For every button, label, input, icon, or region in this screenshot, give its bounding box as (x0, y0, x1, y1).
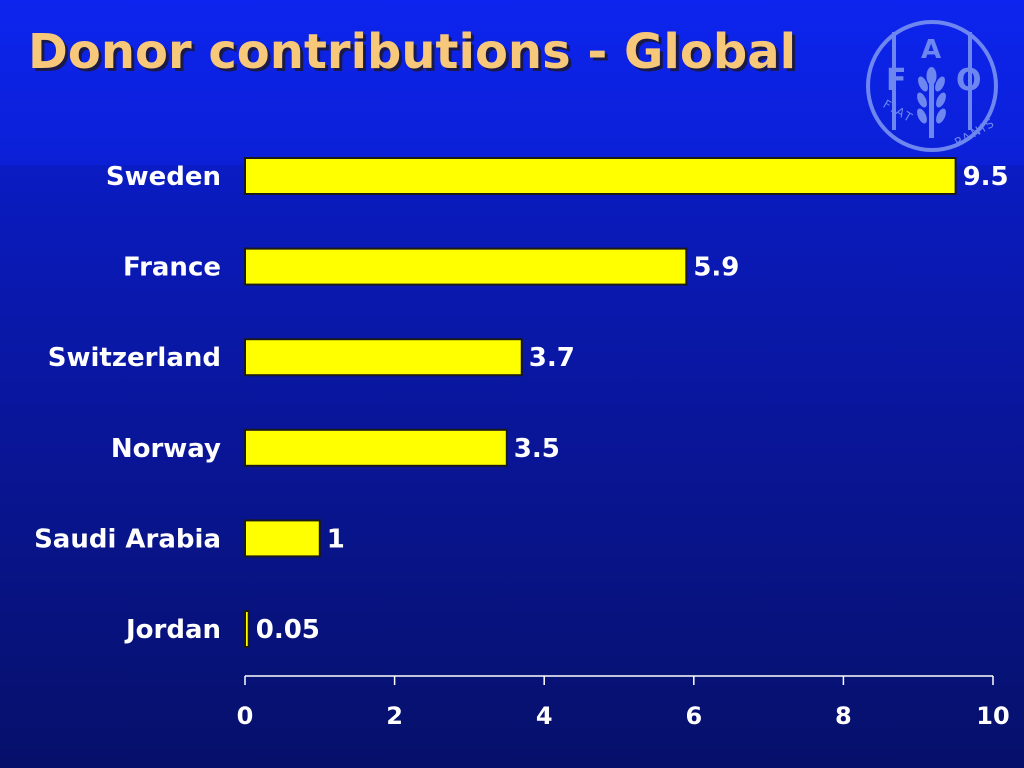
value-label: 9.5 (963, 162, 1009, 192)
bar (244, 157, 957, 195)
x-tick-label: 6 (685, 702, 702, 730)
x-tick-label: 2 (386, 702, 403, 730)
value-label: 0.05 (256, 615, 320, 645)
slide-title: Donor contributions - Global (28, 24, 797, 80)
logo-letter-o: O (956, 63, 982, 98)
value-label: 3.7 (529, 343, 575, 373)
bar (244, 519, 321, 558)
x-tick-label: 0 (237, 702, 254, 730)
fao-logo-icon: F A O FIAT PANIS (866, 20, 998, 152)
category-label: France (123, 253, 221, 283)
x-tick-label: 10 (976, 702, 1009, 730)
x-tick-label: 4 (536, 702, 553, 730)
bar (244, 338, 523, 377)
value-label: 5.9 (693, 253, 739, 283)
logo-letter-f: F (886, 63, 907, 98)
title-band (0, 0, 1024, 165)
value-label: 3.5 (514, 434, 560, 464)
x-axis: 0 2 4 6 8 10 (237, 675, 1010, 730)
x-tick-label: 8 (835, 702, 852, 730)
bar (244, 428, 508, 467)
bars-layer: Sweden 9.5 France 5.9 Switzerland 3.7 Norway 3.… (34, 157, 1009, 648)
value-label: 1 (327, 524, 345, 554)
bar (244, 610, 250, 648)
category-label: Switzerland (48, 343, 221, 373)
logo-letter-a: A (921, 35, 941, 65)
category-label: Sweden (106, 162, 221, 192)
category-label: Norway (111, 434, 221, 464)
category-label: Saudi Arabia (34, 524, 221, 554)
bar (244, 247, 688, 286)
category-label: Jordan (124, 615, 221, 645)
